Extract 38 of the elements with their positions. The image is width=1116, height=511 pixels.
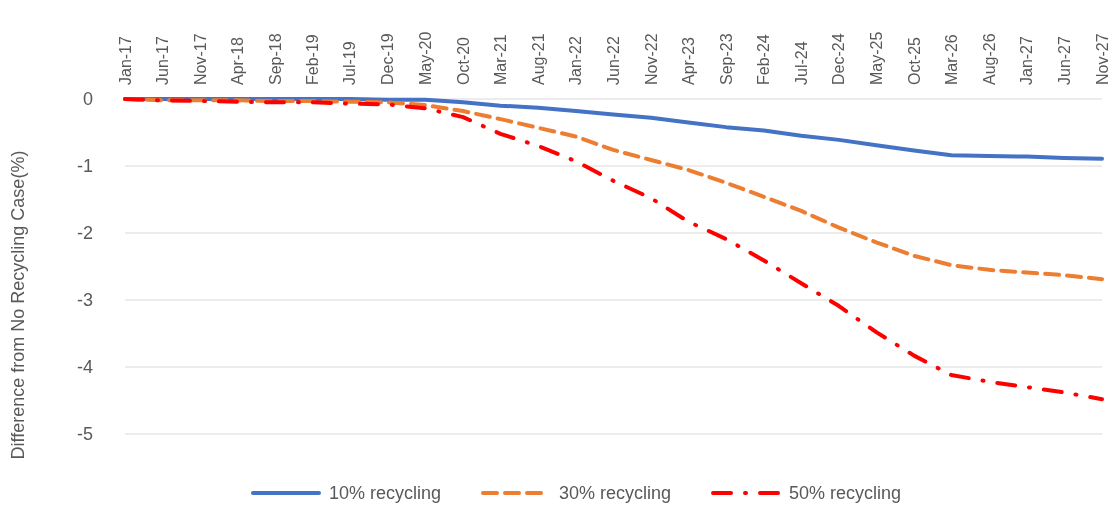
x-tick-label: Sep-23 [717, 33, 735, 85]
x-tick-label: Sep-18 [266, 33, 284, 85]
x-tick-label: Apr-23 [679, 36, 697, 85]
y-axis-title: Difference from No Recycling Case(%) [8, 150, 28, 460]
x-tick-label: Nov-22 [642, 33, 660, 85]
legend-label: 10% recycling [329, 483, 442, 503]
x-tick-label: Jun-27 [1055, 35, 1073, 85]
x-tick-label: Jul-19 [341, 41, 359, 85]
x-tick-label: Feb-24 [755, 34, 773, 85]
x-tick-label: Jan-22 [567, 35, 585, 85]
x-tick-label: Aug-26 [980, 33, 998, 85]
y-tick-label: -5 [76, 424, 93, 444]
x-tick-label: Jan-17 [116, 35, 134, 85]
y-tick-label: -1 [76, 156, 93, 176]
x-tick-label: Aug-21 [529, 33, 547, 85]
x-tick-label: Nov-17 [191, 33, 209, 85]
x-tick-label: Apr-18 [228, 36, 246, 85]
x-tick-label: Oct-20 [454, 36, 472, 85]
x-tick-label: Jun-22 [604, 35, 622, 85]
x-tick-label: May-25 [867, 31, 885, 85]
x-tick-label: May-20 [416, 31, 434, 85]
x-tick-label: Dec-24 [830, 33, 848, 85]
x-tick-label: Dec-19 [379, 33, 397, 85]
y-tick-label: -2 [76, 223, 93, 243]
legend-label: 30% recycling [559, 483, 672, 503]
y-tick-label: -4 [76, 357, 93, 377]
x-tick-label: Jan-27 [1018, 35, 1036, 85]
x-tick-label: Mar-21 [491, 34, 509, 85]
legend-label: 50% recycling [789, 483, 902, 503]
x-tick-label: Mar-26 [942, 34, 960, 85]
x-tick-label: Feb-19 [304, 34, 322, 85]
x-tick-label: Oct-25 [905, 36, 923, 85]
line-series [123, 97, 1104, 402]
x-tick-label: Jun-17 [153, 35, 171, 85]
x-tick-label: Nov-27 [1093, 33, 1111, 85]
x-tick-label: Jul-24 [792, 41, 810, 85]
y-tick-label: -3 [76, 290, 93, 310]
y-tick-label: 0 [82, 89, 93, 109]
